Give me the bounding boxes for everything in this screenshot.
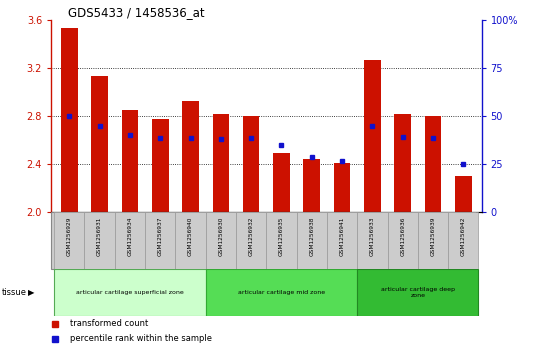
Text: ▶: ▶ [28, 288, 34, 297]
Bar [91, 77, 108, 212]
Bar [394, 114, 411, 212]
Bar [303, 159, 320, 212]
Bar [182, 101, 199, 212]
FancyBboxPatch shape [236, 212, 266, 269]
Text: GSM1256937: GSM1256937 [158, 217, 162, 256]
FancyBboxPatch shape [206, 269, 357, 316]
Bar [61, 28, 77, 212]
Text: GSM1256941: GSM1256941 [339, 217, 344, 256]
FancyBboxPatch shape [387, 212, 418, 269]
FancyBboxPatch shape [54, 269, 206, 316]
FancyBboxPatch shape [115, 212, 145, 269]
Text: GSM1256929: GSM1256929 [67, 217, 72, 256]
Bar [424, 116, 441, 212]
FancyBboxPatch shape [448, 212, 478, 269]
Bar [152, 119, 168, 212]
Text: GDS5433 / 1458536_at: GDS5433 / 1458536_at [68, 6, 205, 19]
FancyBboxPatch shape [175, 212, 206, 269]
Text: tissue: tissue [2, 288, 26, 297]
FancyBboxPatch shape [357, 269, 478, 316]
Bar [243, 116, 259, 212]
FancyBboxPatch shape [145, 212, 175, 269]
Bar [334, 163, 350, 212]
Text: GSM1256936: GSM1256936 [400, 217, 405, 256]
Bar [122, 110, 138, 212]
Text: GSM1256938: GSM1256938 [309, 217, 314, 256]
Text: GSM1256935: GSM1256935 [279, 217, 284, 256]
FancyBboxPatch shape [266, 212, 296, 269]
Text: articular cartilage deep
zone: articular cartilage deep zone [381, 287, 455, 298]
Text: GSM1256939: GSM1256939 [430, 217, 436, 256]
Text: GSM1256930: GSM1256930 [218, 217, 223, 256]
Bar [213, 114, 229, 212]
FancyBboxPatch shape [51, 212, 476, 269]
Text: articular cartilage mid zone: articular cartilage mid zone [238, 290, 325, 295]
FancyBboxPatch shape [206, 212, 236, 269]
Text: GSM1256942: GSM1256942 [461, 217, 466, 256]
FancyBboxPatch shape [296, 212, 327, 269]
FancyBboxPatch shape [327, 212, 357, 269]
Text: percentile rank within the sample: percentile rank within the sample [70, 334, 213, 343]
Text: GSM1256934: GSM1256934 [128, 217, 132, 256]
FancyBboxPatch shape [54, 212, 84, 269]
Text: GSM1256931: GSM1256931 [97, 217, 102, 256]
Text: GSM1256932: GSM1256932 [249, 217, 253, 256]
Bar [273, 154, 290, 212]
Text: GSM1256933: GSM1256933 [370, 217, 375, 256]
Text: GSM1256940: GSM1256940 [188, 217, 193, 256]
Text: articular cartilage superficial zone: articular cartilage superficial zone [76, 290, 184, 295]
FancyBboxPatch shape [418, 212, 448, 269]
Text: transformed count: transformed count [70, 319, 148, 328]
Bar [364, 60, 381, 212]
Bar [455, 176, 472, 212]
FancyBboxPatch shape [357, 212, 387, 269]
FancyBboxPatch shape [84, 212, 115, 269]
